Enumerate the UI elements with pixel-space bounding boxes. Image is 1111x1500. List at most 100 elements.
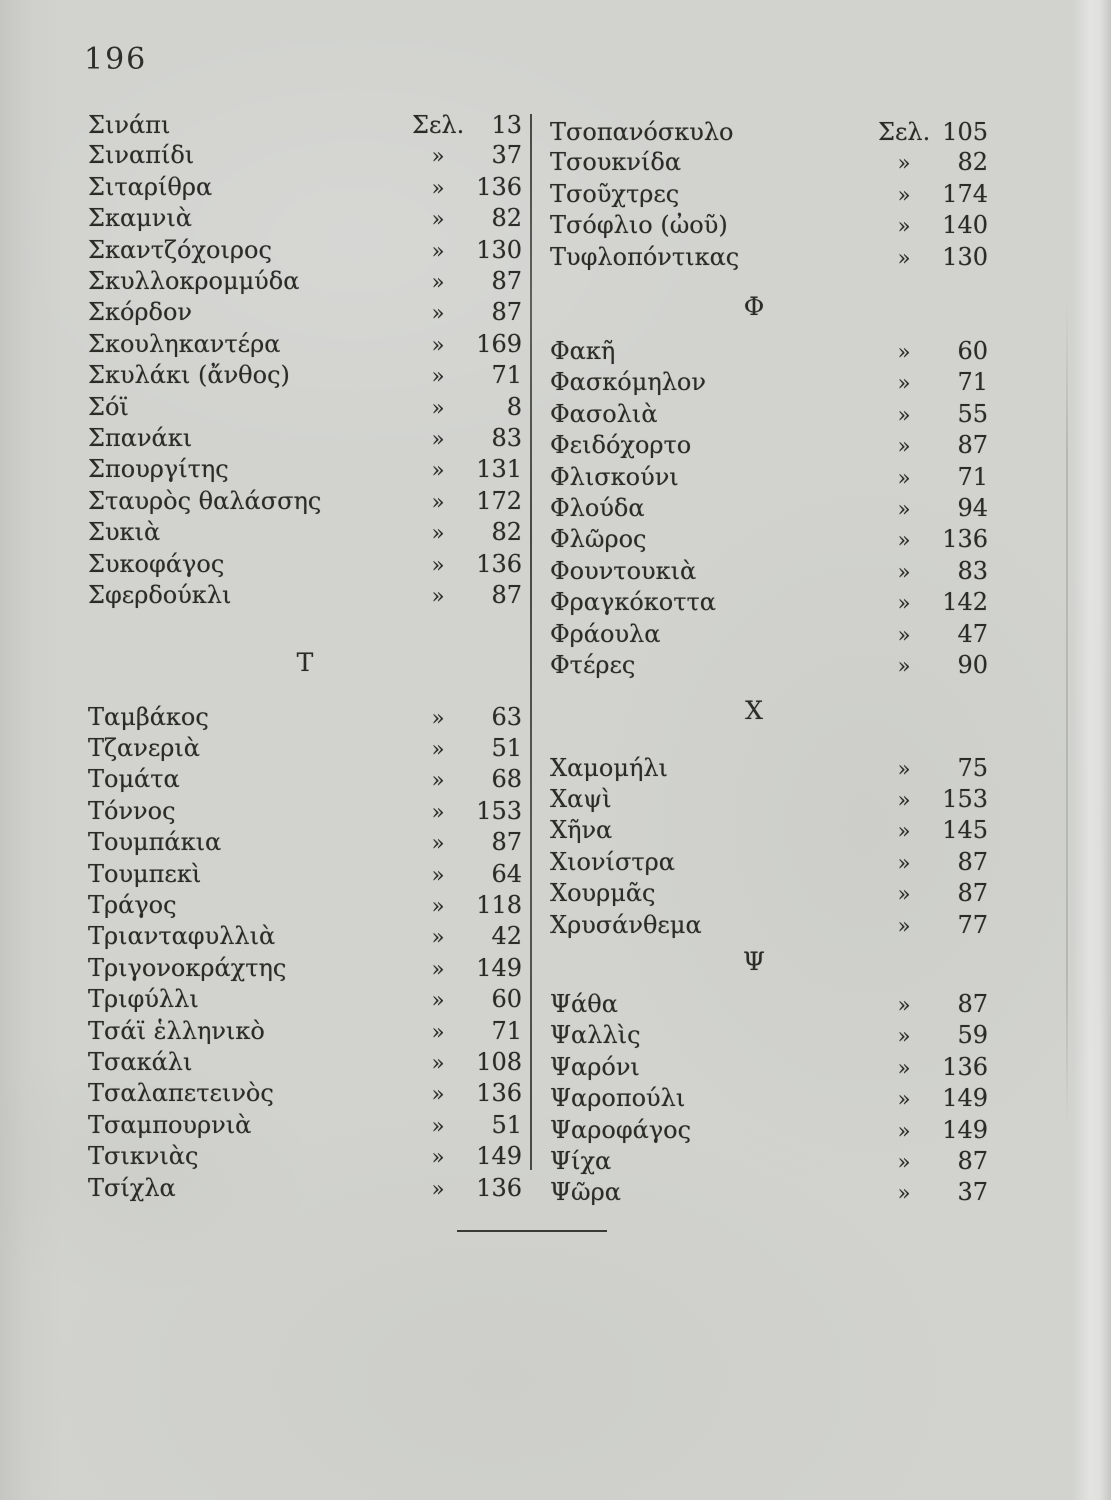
entry-term: Σιναπίδι	[88, 141, 195, 170]
entry-page-ref: » 118	[412, 890, 522, 921]
entry-page-ref: » 37	[878, 1177, 988, 1208]
index-entry-row: Σπανάκι » 83	[88, 423, 522, 454]
index-entry-row: Φλῶρος » 136	[550, 524, 988, 555]
index-entry-row: Τσαμπουρνιὰ » 51	[88, 1110, 522, 1141]
page-number-value: 136	[476, 549, 522, 578]
page-number-value: 68	[491, 765, 522, 794]
page-number-value: 108	[476, 1047, 522, 1076]
page-number-value: 87	[491, 267, 522, 296]
entry-term: Τυφλοπόντικας	[550, 242, 740, 271]
entry-term: Φλούδα	[550, 494, 645, 523]
ditto-mark: »	[431, 1113, 445, 1138]
ditto-mark: »	[897, 819, 911, 844]
ditto-mark: »	[897, 371, 911, 396]
page-number-value: 83	[491, 424, 522, 453]
index-entry-row: Φραγκόκοττα » 142	[550, 587, 988, 618]
page-number-value: 174	[942, 179, 988, 208]
entry-page-ref: » 136	[412, 1078, 522, 1109]
index-entry-row: Σκαμνιὰ » 82	[88, 203, 522, 234]
entry-term: Φασκόμηλον	[550, 368, 706, 397]
entry-page-ref: » 149	[878, 1115, 988, 1146]
entry-page-ref: » 130	[412, 235, 522, 266]
index-entry-row: Σπουργίτης » 131	[88, 454, 522, 485]
index-entry-row: Τουμπάκια » 87	[88, 827, 522, 858]
index-section: Τσοπανόσκυλο Σελ. 105 Τσουκνίδα» 82 Τσοῦχτρες…	[550, 117, 988, 273]
index-entry-row: Ψάθα » 87	[550, 989, 988, 1020]
page-number-value: 47	[957, 619, 988, 648]
page-number-value: 60	[491, 985, 522, 1014]
index-entry-row: Σκυλάκι (ἄνθος) » 71	[88, 360, 522, 391]
entry-term: Τριγονοκράχτης	[88, 953, 287, 982]
ditto-mark: »	[431, 364, 445, 389]
entry-term: Ψαρόνι	[550, 1052, 640, 1081]
page-number-value: 94	[957, 494, 988, 523]
ditto-mark: »	[431, 521, 445, 546]
entry-term: Τσάϊ ἑλληνικὸ	[88, 1016, 265, 1045]
index-entry-row: Τσαλαπετεινὸς » 136	[88, 1078, 522, 1109]
entry-term: Χαμομήλι	[550, 753, 668, 782]
page-number-value: 83	[957, 556, 988, 585]
index-entry-row: Ψαροπούλι » 149	[550, 1083, 988, 1114]
entry-page-ref: » 71	[878, 462, 988, 493]
index-entry-row: Χῆνα » 145	[550, 815, 988, 846]
entry-term: Τριφύλλι	[88, 985, 199, 1014]
ditto-mark: »	[431, 736, 445, 761]
page-number-value: 149	[942, 1115, 988, 1144]
page-number-value: 8	[506, 392, 522, 421]
ditto-mark: »	[431, 270, 445, 295]
page-edge-highlight	[1073, 0, 1111, 1500]
entry-page-ref: » 145	[878, 815, 988, 846]
entry-term: Τουμπεκὶ	[88, 859, 202, 888]
page-number-value: 71	[491, 1016, 522, 1045]
ditto-mark: »	[431, 1019, 445, 1044]
page-number-value: 13	[491, 111, 522, 139]
entry-page-ref: » 60	[878, 336, 988, 367]
page-number-value: 149	[476, 1142, 522, 1171]
section-letter-heading: Χ	[745, 695, 763, 725]
entry-term: Ψῶρα	[550, 1178, 621, 1207]
ditto-mark: »	[897, 340, 911, 365]
entry-term: Ταμβάκος	[88, 702, 209, 731]
index-entry-row: Τράγος » 118	[88, 890, 522, 921]
index-column-left: Σινάπι Σελ. 13 Σιναπίδι» 37 Σιταρίθρα» 136 Σκαμ…	[88, 110, 522, 1204]
page-number-value: 87	[491, 581, 522, 610]
entry-page-ref: » 55	[878, 399, 988, 430]
page-number-value: 105	[942, 118, 988, 146]
entry-term: Σκουληκαντέρα	[88, 329, 281, 358]
index-section: Φ Φακῆ» 60 Φασκόμηλον» 71 Φασολιὰ» 55 Φειδόχορτ…	[550, 292, 988, 681]
ditto-mark: »	[431, 1145, 445, 1170]
entry-page-ref: Σελ. 13	[412, 110, 522, 140]
ditto-mark: »	[431, 925, 445, 950]
page-number-value: 51	[491, 1110, 522, 1139]
page-abbrev-label: Σελ.	[412, 111, 465, 139]
index-entry-row: Τριανταφυλλιὰ » 42	[88, 921, 522, 952]
page-number-value: 153	[476, 796, 522, 825]
entry-term: Συκοφάγος	[88, 549, 225, 578]
entry-page-ref: » 83	[412, 423, 522, 454]
page-number-value: 71	[491, 361, 522, 390]
index-entry-row: Χαμομήλι » 75	[550, 753, 988, 784]
entry-term: Σκαμνιὰ	[88, 204, 192, 233]
entry-page-ref: » 71	[878, 367, 988, 398]
ditto-mark: »	[431, 1176, 445, 1201]
entry-term: Τριανταφυλλιὰ	[88, 922, 276, 951]
index-entry-row: Φασολιὰ » 55	[550, 399, 988, 430]
entry-term: Χῆνα	[550, 816, 613, 845]
index-section: Σινάπι Σελ. 13 Σιναπίδι» 37 Σιταρίθρα» 136 Σκαμ…	[88, 110, 522, 612]
page-number-value: 172	[476, 486, 522, 515]
index-entry-row: Φασκόμηλον » 71	[550, 367, 988, 398]
entry-page-ref: » 82	[878, 147, 988, 178]
ditto-mark: »	[431, 552, 445, 577]
index-entry-row: Χουρμᾶς » 87	[550, 878, 988, 909]
entry-page-ref: » 87	[878, 1146, 988, 1177]
entry-page-ref: » 51	[412, 733, 522, 764]
entry-page-ref: » 136	[878, 524, 988, 555]
index-entry-row: Φτέρες » 90	[550, 650, 988, 681]
entry-term: Τσικνιὰς	[88, 1142, 199, 1171]
index-entry-row: Σκουληκαντέρα » 169	[88, 329, 522, 360]
entry-page-ref: » 153	[412, 796, 522, 827]
ditto-mark: »	[431, 831, 445, 856]
entry-term: Τσοπανόσκυλο	[550, 118, 734, 146]
entry-page-ref: » 51	[412, 1110, 522, 1141]
entry-page-ref: » 87	[878, 847, 988, 878]
